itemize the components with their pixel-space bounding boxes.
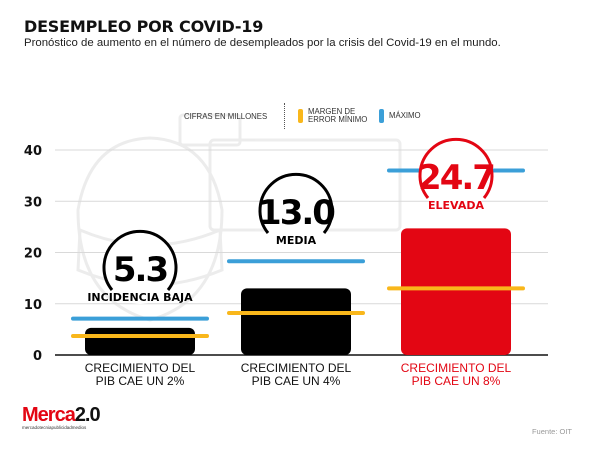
chart-subtitle: Pronóstico de aumento en el número de de… [24, 37, 501, 49]
chart-title: DESEMPLEO POR COVID-19 [24, 17, 264, 36]
value-badge-ring [102, 229, 178, 291]
category-label: CRECIMIENTO DEL PIB CAE UN 8% [400, 361, 512, 388]
legend-swatch-maximo [379, 109, 384, 123]
y-tick-label: 10 [24, 298, 42, 313]
legend-separator [284, 103, 285, 129]
level-label: MEDIA [276, 234, 317, 247]
y-tick-label: 0 [33, 349, 42, 364]
y-tick-label: 20 [24, 247, 42, 262]
merca20-logo: Merca2.0 mercadotecniapublicidadmedios [22, 404, 101, 430]
level-label: INCIDENCIA BAJA [87, 291, 193, 304]
bar [85, 327, 195, 355]
value-badge-bg [420, 140, 492, 212]
bar [401, 228, 511, 355]
value-badge-bg [260, 175, 332, 247]
legend-label-maximo: MÁXIMO [389, 111, 421, 120]
legend-swatch-minimo [298, 109, 303, 123]
y-tick-label: 30 [24, 195, 42, 210]
value-badge-ring [258, 172, 334, 234]
legend-unit: CIFRAS EN MILLONES [184, 112, 268, 121]
value-label: 24.7 [418, 158, 494, 198]
y-tick-label: 40 [24, 144, 42, 159]
legend-label-minimo: MARGEN DE ERROR MÍNIMO [308, 107, 368, 124]
value-label: 5.3 [113, 250, 167, 290]
level-label: ELEVADA [428, 199, 484, 212]
value-badge-bg [104, 232, 176, 304]
source-note: Fuente: OIT [531, 427, 572, 436]
category-label: CRECIMIENTO DEL PIB CAE UN 2% [84, 361, 196, 388]
value-badge-ring [418, 137, 494, 199]
category-label: CRECIMIENTO DEL PIB CAE UN 4% [240, 361, 352, 388]
value-label: 13.0 [258, 193, 335, 233]
bar [241, 288, 351, 355]
